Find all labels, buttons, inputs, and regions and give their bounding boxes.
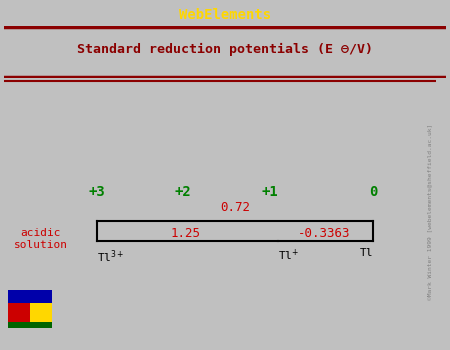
Bar [8, 303, 30, 322]
Bar [8, 322, 52, 328]
Bar [30, 303, 52, 322]
Text: acidic
solution: acidic solution [14, 228, 68, 250]
Text: +2: +2 [175, 185, 192, 199]
Text: -0.3363: -0.3363 [297, 227, 350, 240]
Text: Tl: Tl [360, 248, 373, 258]
Text: 0.72: 0.72 [220, 202, 250, 215]
Text: 1.25: 1.25 [171, 227, 200, 240]
Text: 0: 0 [369, 185, 378, 199]
Text: Tl$^{+}$: Tl$^{+}$ [278, 248, 299, 264]
Text: Standard reduction potentials (E ⊖/V): Standard reduction potentials (E ⊖/V) [77, 43, 373, 56]
Text: WebElements: WebElements [179, 8, 271, 22]
Text: ©Mark Winter 1999 [webelements@sheffield.ac.uk]: ©Mark Winter 1999 [webelements@sheffield… [427, 124, 432, 300]
Text: +1: +1 [261, 185, 278, 199]
Text: +3: +3 [89, 185, 105, 199]
Bar [8, 290, 52, 303]
Text: Tl$^{3+}$: Tl$^{3+}$ [97, 248, 125, 265]
